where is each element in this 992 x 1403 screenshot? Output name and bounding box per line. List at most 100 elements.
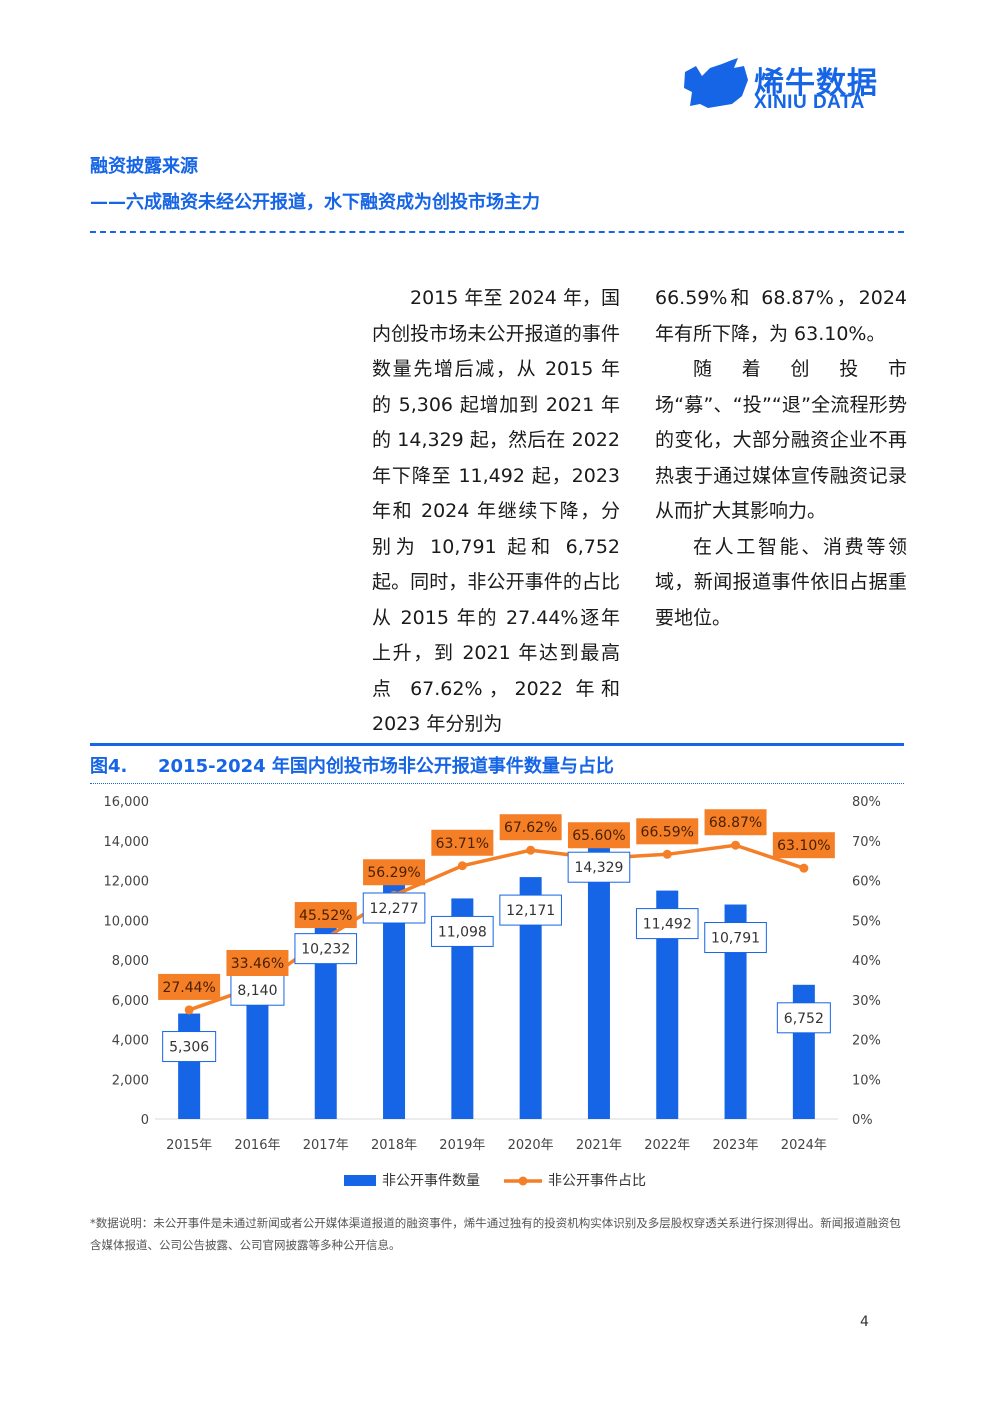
line-point — [731, 840, 741, 850]
line-value-label-box — [363, 859, 426, 886]
line-value-label: 67.62% — [504, 820, 557, 836]
bar-value-label: 12,171 — [506, 903, 555, 919]
brand-logo: 烯牛数据 XINIU DATA — [682, 58, 902, 114]
bar-value-label-box — [294, 933, 358, 965]
bar-value-label: 11,492 — [643, 917, 692, 933]
bar-value-label: 12,277 — [370, 901, 419, 917]
x-axis-tick-label: 2024年 — [781, 1138, 827, 1153]
body-paragraph: 66.59%和 68.87%，2024 年有所下降，为 63.10%。 — [655, 287, 907, 345]
line-value-label-box — [431, 829, 494, 856]
bar — [451, 898, 474, 1119]
legend-bar-label: 非公开事件数量 — [382, 1173, 480, 1189]
bar — [724, 904, 747, 1119]
line-value-label-box — [772, 832, 835, 859]
bar — [314, 915, 337, 1119]
body-column-left: 2015 年至 2024 年，国内创投市场未公开报道的事件数量先增后减，从 20… — [372, 281, 620, 743]
figure-dotted-rule — [90, 783, 904, 784]
line-value-label: 68.87% — [709, 815, 762, 831]
y2-axis-tick-label: 50% — [852, 914, 881, 929]
section-subtitle: ——六成融资未经公开报道，水下融资成为创投市场主力 — [90, 192, 540, 213]
line-value-label-box — [226, 949, 289, 976]
y2-axis-tick-label: 40% — [852, 954, 881, 969]
bar-value-label-box — [567, 851, 631, 883]
bar-value-label: 6,752 — [784, 1011, 824, 1027]
bar — [383, 874, 406, 1119]
bar — [519, 877, 542, 1119]
line-value-label-box — [636, 818, 699, 845]
y-axis-tick-label: 8,000 — [112, 954, 149, 969]
figure-number: 图4. — [90, 756, 128, 777]
bar-value-label-box — [776, 1002, 831, 1034]
line-point — [184, 1005, 194, 1015]
bar-value-label: 14,329 — [574, 860, 623, 876]
line-value-label: 65.60% — [572, 828, 625, 844]
line-series-path — [188, 843, 805, 1012]
figure-title: 2015-2024 年国内创投市场非公开报道事件数量与占比 — [158, 756, 614, 777]
data-note: *数据说明：未公开事件是未通过新闻或者公开媒体渠道报道的融资事件，烯牛通过独有的… — [90, 1216, 901, 1252]
logo-cn-text: 烯牛数据 — [754, 66, 878, 101]
y2-axis-tick-label: 20% — [852, 1034, 881, 1049]
x-axis-tick-label: 2019年 — [439, 1138, 485, 1153]
y2-axis-tick-label: 70% — [852, 835, 881, 850]
line-value-label-box — [158, 973, 221, 1000]
x-axis-tick-label: 2017年 — [303, 1138, 349, 1153]
bar-value-label-box — [362, 892, 426, 924]
y-axis-tick-label: 6,000 — [112, 994, 149, 1009]
line-value-label: 66.59% — [641, 824, 694, 840]
bar — [587, 834, 610, 1119]
body-paragraph: 在人工智能、消费等领域，新闻报道事件依旧占据重要地位。 — [655, 535, 907, 629]
y2-axis-tick-label: 10% — [852, 1073, 881, 1088]
line-value-label-box — [704, 809, 767, 836]
bar-value-label-box — [230, 974, 285, 1006]
y2-axis-tick-label: 80% — [852, 795, 881, 810]
line-value-label: 63.10% — [777, 838, 830, 854]
y-axis-tick-label: 16,000 — [104, 795, 150, 810]
bar-value-label: 5,306 — [169, 1040, 209, 1056]
bar-value-label-box — [162, 1031, 217, 1063]
bar-value-label: 10,791 — [711, 931, 760, 947]
bar-value-label-box — [635, 908, 699, 940]
line-value-label: 45.52% — [299, 908, 352, 924]
bar-value-label: 8,140 — [237, 983, 277, 999]
line-value-label: 33.46% — [231, 956, 284, 972]
y-axis-tick-label: 0 — [141, 1113, 149, 1128]
legend-bar-swatch — [344, 1175, 376, 1186]
section-divider — [90, 231, 904, 233]
figure-top-rule — [90, 743, 904, 746]
bar — [178, 1013, 201, 1119]
bar — [656, 890, 679, 1119]
line-value-label: 27.44% — [162, 980, 215, 996]
line-point — [457, 861, 467, 871]
bar-value-label-box — [499, 894, 562, 926]
y-axis-tick-label: 12,000 — [104, 875, 150, 890]
line-value-label: 63.71% — [436, 836, 489, 852]
legend-line-marker — [518, 1176, 528, 1186]
bar-value-label-box — [431, 915, 494, 947]
line-point — [799, 863, 809, 873]
body-paragraph: 2015 年至 2024 年，国内创投市场未公开报道的事件数量先增后减，从 20… — [372, 287, 620, 735]
y-axis-tick-label: 14,000 — [104, 835, 150, 850]
y2-axis-tick-label: 0% — [852, 1113, 873, 1128]
x-axis-tick-label: 2021年 — [576, 1138, 622, 1153]
bar-value-label: 11,098 — [438, 924, 487, 940]
y2-axis-tick-label: 30% — [852, 994, 881, 1009]
x-axis-tick-label: 2023年 — [713, 1138, 759, 1153]
line-value-label-box — [567, 822, 630, 849]
page-number: 4 — [860, 1314, 869, 1330]
x-axis-tick-label: 2015年 — [166, 1138, 212, 1153]
logo-en-text: XINIU DATA — [754, 92, 865, 113]
x-axis-tick-label: 2022年 — [644, 1138, 690, 1153]
line-value-label: 56.29% — [367, 865, 420, 881]
bar-value-label: 10,232 — [301, 942, 350, 958]
y-axis-tick-label: 10,000 — [104, 914, 150, 929]
y-axis-tick-label: 4,000 — [112, 1034, 149, 1049]
line-value-label-box — [294, 902, 357, 929]
section-title: 融资披露来源 — [90, 156, 198, 177]
line-point — [662, 849, 672, 859]
line-point — [526, 845, 536, 855]
y-axis-tick-label: 2,000 — [112, 1073, 149, 1088]
x-axis-tick-label: 2016年 — [234, 1138, 280, 1153]
body-column-right: 66.59%和 68.87%，2024 年有所下降，为 63.10%。 随着创投… — [655, 281, 907, 636]
rhino-icon — [684, 58, 748, 108]
x-axis-tick-label: 2018年 — [371, 1138, 417, 1153]
